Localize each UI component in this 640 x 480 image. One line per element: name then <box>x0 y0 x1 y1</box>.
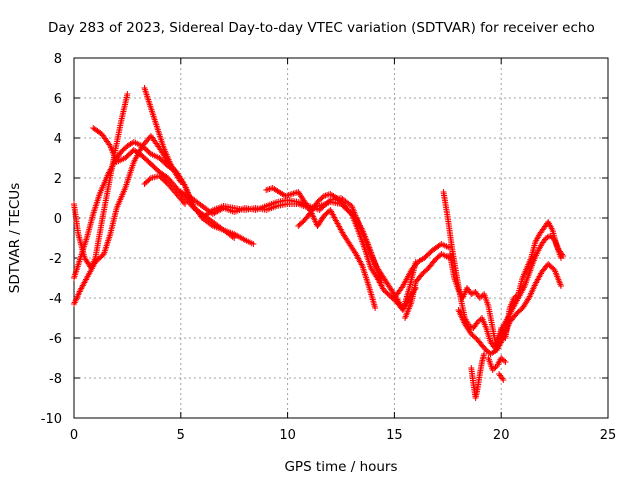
y-tick-label: -6 <box>49 332 62 347</box>
y-tick-label: -8 <box>49 372 62 387</box>
y-tick-label: 0 <box>54 212 62 227</box>
series-track-i <box>263 185 379 311</box>
y-tick-label: -10 <box>41 412 62 427</box>
series-track-h <box>199 199 419 313</box>
y-tick-label: 4 <box>54 132 62 147</box>
grid-lines <box>74 58 608 418</box>
series-track-d <box>90 125 238 241</box>
data-point <box>502 359 509 365</box>
series-track-q <box>485 355 509 373</box>
data-point <box>499 356 506 363</box>
x-tick-label: 5 <box>177 428 185 443</box>
series-track-e <box>141 85 184 185</box>
data-point <box>474 319 481 325</box>
x-tick-label: 15 <box>386 428 403 443</box>
data-point <box>491 365 498 372</box>
y-tick-label: 8 <box>54 52 62 67</box>
data-point <box>547 233 554 239</box>
series-track-a <box>71 91 131 271</box>
y-tick-label: 2 <box>54 172 62 187</box>
data-point <box>548 234 555 241</box>
data-point <box>468 291 475 297</box>
data-points <box>71 85 567 401</box>
y-axis-ticks: -10 -8 -6 -4 -2 0 2 4 6 8 <box>41 52 608 427</box>
x-tick-label: 10 <box>279 428 296 443</box>
data-point <box>560 253 567 259</box>
data-point <box>378 281 385 287</box>
data-point <box>476 295 483 301</box>
data-point <box>478 293 485 300</box>
data-point <box>545 233 552 240</box>
data-point <box>558 283 565 289</box>
series-track-c <box>71 133 195 307</box>
series-track-f <box>141 173 189 207</box>
y-tick-label: -4 <box>49 292 62 307</box>
data-point <box>177 179 184 185</box>
series-track-l <box>402 251 453 321</box>
x-axis-ticks: 0 5 10 15 20 25 <box>70 58 616 443</box>
series-track-j <box>295 191 385 287</box>
data-point <box>481 351 488 357</box>
x-axis-label: GPS time / hours <box>284 459 397 475</box>
data-point <box>372 305 379 311</box>
series-track-p <box>468 351 488 401</box>
x-tick-label: 25 <box>600 428 617 443</box>
data-point <box>182 201 189 207</box>
data-point <box>124 91 131 97</box>
x-tick-label: 20 <box>493 428 510 443</box>
plot-frame <box>73 57 609 419</box>
data-point <box>476 317 483 324</box>
data-point <box>231 235 238 241</box>
y-axis-label: SDTVAR / TECUs <box>7 183 23 293</box>
data-point <box>500 377 507 383</box>
y-tick-label: -2 <box>49 252 62 267</box>
data-point <box>498 355 505 361</box>
series-track-r <box>496 371 507 383</box>
y-tick-label: 6 <box>54 92 62 107</box>
data-point <box>250 241 257 247</box>
chart-title: Day 283 of 2023, Sidereal Day-to-day VTE… <box>48 20 595 36</box>
data-point <box>543 235 550 241</box>
series-track-o <box>455 261 565 357</box>
data-point <box>501 357 508 364</box>
series-track-g <box>177 189 419 313</box>
series-track-k <box>391 241 453 301</box>
data-point <box>180 199 187 206</box>
series-track-n <box>440 189 567 351</box>
data-point <box>489 367 496 373</box>
x-tick-label: 0 <box>70 428 78 443</box>
